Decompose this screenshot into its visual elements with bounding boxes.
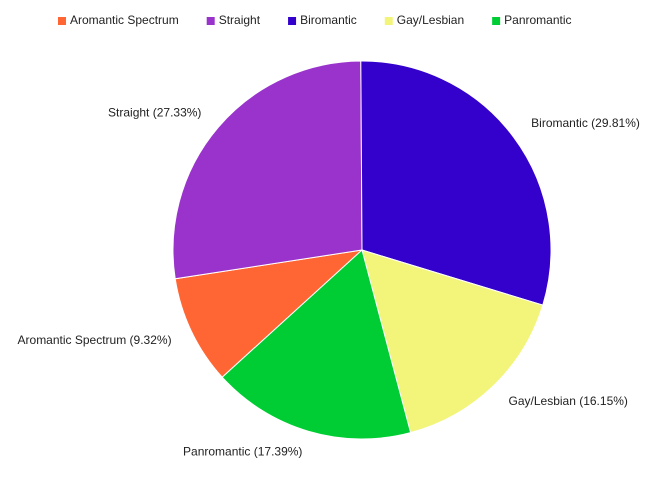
legend-swatch [288,17,297,25]
legend-label: Straight [219,13,261,27]
legend-label: Gay/Lesbian [397,13,464,27]
data-label: Straight (27.33%) [108,105,201,119]
legend-swatch [384,17,393,25]
pie-slice [174,249,364,378]
legend-label: Biromantic [300,13,357,27]
pie-slice [361,249,544,434]
legend-label: Aromantic Spectrum [70,13,179,27]
pie-slice [221,249,412,440]
data-label: Gay/Lesbian (16.15%) [509,394,628,408]
legend-label: Panromantic [504,13,571,27]
legend-swatch [492,17,501,25]
pie-slice [360,60,552,306]
data-label: Aromantic Spectrum (9.32%) [18,333,172,347]
pie-slice [172,60,363,280]
legend-swatch [206,17,215,25]
legend-swatch [58,17,66,25]
data-label: Biromantic (29.81%) [531,116,640,130]
data-label: Panromantic (17.39%) [183,445,302,459]
